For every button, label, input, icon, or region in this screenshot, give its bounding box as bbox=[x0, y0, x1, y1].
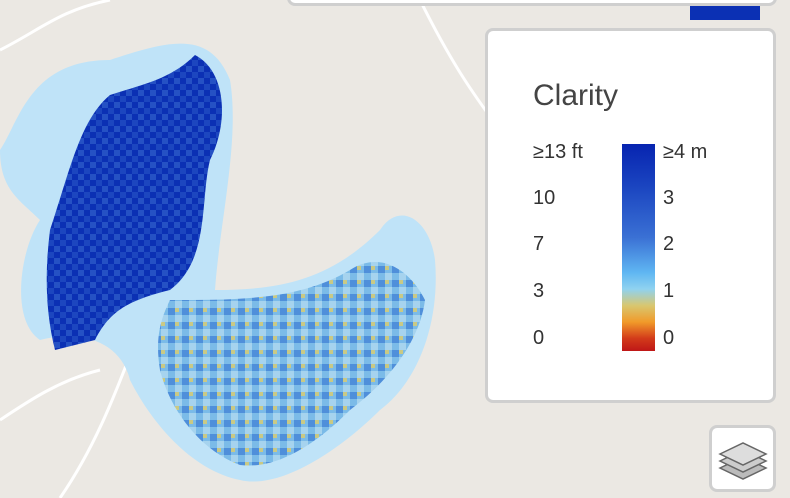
layers-icon bbox=[718, 442, 768, 480]
feet-label: 10 bbox=[533, 187, 556, 209]
meter-label: 2 bbox=[663, 233, 675, 255]
meter-label: 0 bbox=[663, 327, 675, 349]
meter-label: 1 bbox=[663, 280, 675, 302]
meter-label: 3 bbox=[663, 187, 675, 209]
feet-label: 3 bbox=[533, 280, 545, 302]
feet-label: ≥13 ft bbox=[533, 141, 583, 163]
legend-title: Clarity bbox=[533, 79, 619, 112]
meter-label: ≥4 m bbox=[663, 141, 708, 163]
color-bar bbox=[622, 144, 655, 351]
deep-clarity-area bbox=[46, 55, 222, 350]
feet-label: 7 bbox=[533, 233, 545, 255]
top-panel bbox=[287, 0, 777, 6]
feet-label: 0 bbox=[533, 327, 545, 349]
mixed-clarity-area bbox=[158, 261, 425, 466]
layers-button[interactable] bbox=[709, 425, 776, 492]
